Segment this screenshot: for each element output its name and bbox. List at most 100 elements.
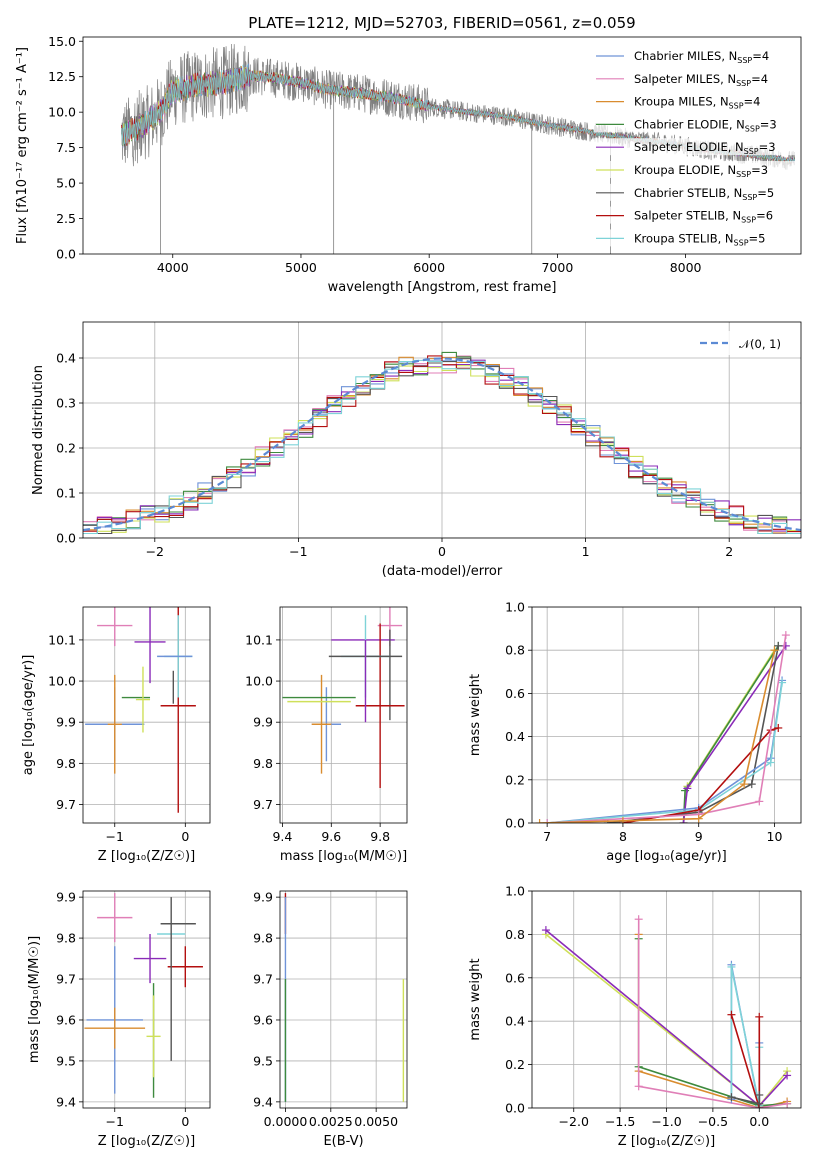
y-axis-label: Flux [fλ10⁻¹⁷ erg cm⁻² s⁻¹ A⁻¹] xyxy=(15,47,30,244)
legend-bg xyxy=(594,206,796,224)
y-tick-label: 2.5 xyxy=(56,211,76,226)
legend-entry: Kroupa MILES, NSSP=4 xyxy=(634,95,760,111)
y-tick-label: 9.7 xyxy=(253,972,273,987)
y-tick-label: 0.2 xyxy=(505,1057,525,1072)
y-axis-label: mass [log₁₀(M/M☉)] xyxy=(27,936,42,1063)
y-tick-label: 9.6 xyxy=(56,1012,76,1027)
x-tick-label: 2 xyxy=(725,544,733,559)
x-axis-label: wavelength [Angstrom, rest frame] xyxy=(328,280,557,295)
legend-entry: 𝒩(0, 1) xyxy=(739,337,781,351)
x-tick-label: 5000 xyxy=(285,260,317,275)
y-tick-label: 0.6 xyxy=(505,686,525,701)
y-tick-label: 0.0 xyxy=(505,816,525,831)
y-axis-label: Normed distribution xyxy=(31,365,46,495)
legend-bg xyxy=(594,92,796,110)
y-tick-label: 0.4 xyxy=(505,729,525,744)
y-tick-label: 12.5 xyxy=(48,69,76,84)
y-tick-label: 0.4 xyxy=(505,1014,525,1029)
axes-frame xyxy=(82,890,211,1109)
y-tick-label: 0.8 xyxy=(505,927,525,942)
x-tick-label: 1 xyxy=(582,544,590,559)
y-tick-label: 9.7 xyxy=(56,797,76,812)
x-tick-label: 0.0 xyxy=(749,1114,769,1129)
x-axis-label: Z [log₁₀(Z/Z☉)] xyxy=(98,849,195,864)
y-tick-label: 9.9 xyxy=(253,715,273,730)
x-tick-label: −0.5 xyxy=(698,1114,728,1129)
panel-residuals: −2 −1 0 1 2 0.0 0.1 0.2 0.3 0.4 (data-model)/error… xyxy=(31,321,802,579)
series-salp_stelib xyxy=(730,1014,761,1108)
series-salp_miles xyxy=(547,634,787,823)
panel-massweight_vs_Z: −2.0 −1.5 −1.0 −0.5 0.0 0.0 0.2 0.4 0.6 0.8 1.0 Z [… xyxy=(468,884,802,1149)
y-tick-label: 9.4 xyxy=(253,1094,273,1109)
x-tick-label: 9.8 xyxy=(370,829,390,844)
x-tick-label: 0 xyxy=(181,1114,189,1129)
y-tick-label: 9.8 xyxy=(56,756,76,771)
axes-frame xyxy=(531,606,802,824)
y-tick-label: 9.9 xyxy=(56,715,76,730)
y-tick-label: 0.8 xyxy=(505,643,525,658)
legend-entry: Salpeter ELODIE, NSSP=3 xyxy=(634,140,776,156)
axes-frame xyxy=(82,321,802,539)
y-tick-label: 9.5 xyxy=(56,1053,76,1068)
panel-mass_vs_ebv: 0.0000 0.0025 0.0050 9.4 9.5 9.6 9.7 9.8 9.9 E(B-… xyxy=(253,890,408,1149)
y-tick-label: 9.9 xyxy=(253,890,273,905)
y-tick-label: 10.0 xyxy=(48,105,76,120)
y-tick-label: 9.7 xyxy=(253,797,273,812)
y-axis-label: mass weight xyxy=(468,958,483,1040)
hist-salp_miles xyxy=(83,355,801,535)
panel-spectrum: 4000 5000 6000 7000 8000 0.0 2.5 5.0 7.5 10.0 12.5… xyxy=(15,14,802,295)
y-tick-label: 0.0 xyxy=(505,1101,525,1116)
plot-area xyxy=(83,322,801,538)
plot-area xyxy=(280,607,407,823)
axes-frame xyxy=(531,890,802,1109)
plot-area xyxy=(532,891,801,1108)
x-tick-label: 8 xyxy=(619,829,627,844)
x-tick-label: 9 xyxy=(695,829,703,844)
y-tick-label: 9.5 xyxy=(253,1053,273,1068)
legend-entry: Kroupa ELODIE, NSSP=3 xyxy=(634,163,768,179)
y-tick-label: 0.1 xyxy=(56,486,76,501)
y-tick-label: 0.4 xyxy=(56,351,76,366)
chart-title: PLATE=1212, MJD=52703, FIBERID=0561, z=0… xyxy=(248,14,635,32)
x-axis-label: mass [log₁₀(M/M☉)] xyxy=(280,849,407,864)
y-tick-label: 5.0 xyxy=(56,176,76,191)
x-tick-label: −1.0 xyxy=(651,1114,681,1129)
y-tick-label: 9.8 xyxy=(56,931,76,946)
series-salp_stelib xyxy=(622,727,779,823)
x-axis-label: E(B-V) xyxy=(323,1134,363,1149)
legend-bg xyxy=(594,161,796,178)
x-tick-label: −2.0 xyxy=(559,1114,589,1129)
legend-entry: Kroupa STELIB, NSSP=5 xyxy=(634,231,765,247)
y-tick-label: 9.8 xyxy=(253,756,273,771)
y-tick-label: 9.9 xyxy=(56,890,76,905)
legend-entry: Chabrier ELODIE, NSSP=3 xyxy=(634,117,777,133)
x-axis-label: Z [log₁₀(Z/Z☉)] xyxy=(98,1134,195,1149)
hist-krou_stelib xyxy=(83,359,801,535)
legend-bg xyxy=(594,47,796,64)
x-tick-label: −1 xyxy=(106,829,124,844)
y-tick-label: 10.0 xyxy=(48,674,76,689)
legend-bg xyxy=(594,115,796,133)
plot-area xyxy=(532,607,801,823)
y-tick-label: 0.2 xyxy=(56,441,76,456)
panel-massweight_vs_age: 7 8 9 10 0.0 0.2 0.4 0.6 0.8 1.0 age [log₁₀(age/yr… xyxy=(468,600,802,864)
x-tick-label: 9.6 xyxy=(321,829,341,844)
x-tick-label: 7000 xyxy=(541,260,573,275)
axes-frame xyxy=(279,890,408,1109)
axes-frame xyxy=(279,606,408,824)
y-tick-label: 1.0 xyxy=(505,600,525,615)
legend: Chabrier MILES, NSSP=4 Salpeter MILES, NS… xyxy=(594,47,796,247)
y-tick-label: 0.0 xyxy=(56,247,76,262)
y-tick-label: 0.0 xyxy=(56,531,76,546)
series-salp_miles xyxy=(637,919,788,1108)
x-tick-label: 9.4 xyxy=(272,829,292,844)
plot-area xyxy=(280,891,407,1108)
legend-bg xyxy=(594,183,796,201)
y-tick-label: 9.7 xyxy=(56,972,76,987)
y-axis-label: mass weight xyxy=(468,674,483,756)
y-tick-label: 10.1 xyxy=(48,632,76,647)
x-tick-label: −1 xyxy=(106,1114,124,1129)
y-tick-label: 0.2 xyxy=(505,772,525,787)
x-tick-label: 0.0000 xyxy=(264,1114,308,1129)
